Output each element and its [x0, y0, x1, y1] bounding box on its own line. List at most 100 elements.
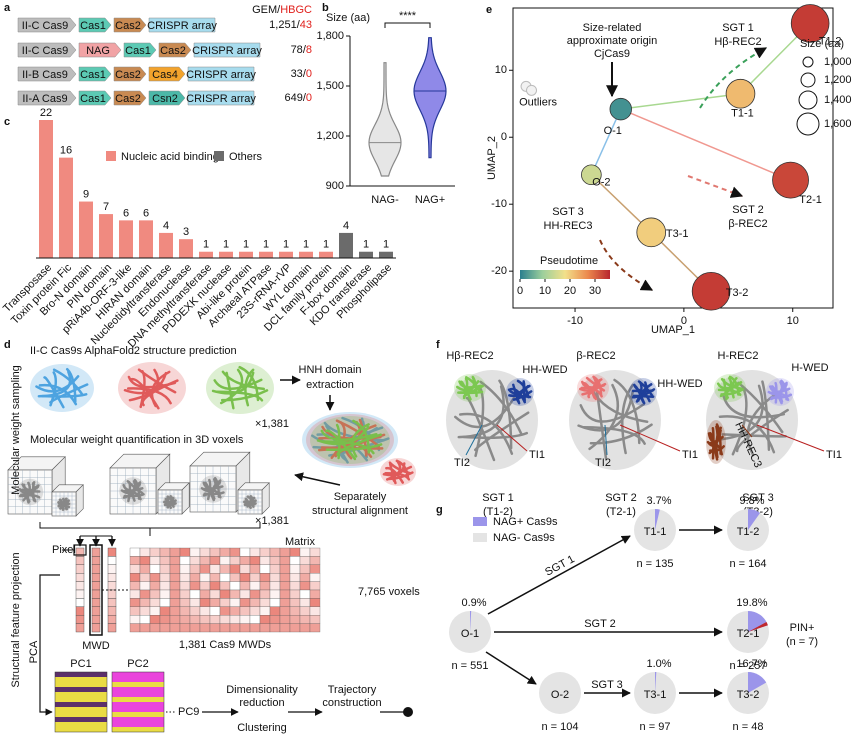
heatmap-cell: [259, 606, 271, 616]
size-legend-circle: [798, 90, 818, 110]
heatmap-cell: [309, 606, 321, 616]
heatmap-cell: [209, 564, 221, 574]
data-label: 1: [363, 239, 369, 251]
structure-ribbon: [621, 383, 635, 455]
step-title: II-C Cas9s AlphaFold2 structure predicti…: [30, 345, 237, 357]
structure-ribbon: [43, 376, 65, 409]
heatmap-cell: [169, 556, 181, 565]
gene-label: II-A Cas9: [22, 93, 67, 105]
heatmap-cell: [179, 598, 191, 607]
heatmap-cell: [279, 589, 291, 599]
bar: [119, 220, 133, 258]
heatmap-cell: [309, 623, 321, 633]
domain-label: Hβ-REC2: [446, 350, 493, 362]
gene-box: [17, 90, 77, 106]
heatmap-cell: [129, 547, 141, 557]
pie-slice: [748, 509, 761, 530]
domain-pointer: [741, 424, 753, 438]
pca-label: PCA: [28, 640, 40, 663]
step-label: structural alignment: [312, 505, 408, 517]
data-label: 1: [263, 239, 269, 251]
heatmap-cell: [299, 623, 311, 633]
heatmap-cell: [249, 547, 261, 557]
trajectory-end: [403, 707, 413, 717]
structure-ribbon: [592, 375, 603, 397]
heatmap-cell: [219, 581, 231, 591]
structure-ribbon: [18, 482, 35, 498]
gene-box: [113, 17, 147, 33]
vector-cell: [75, 573, 85, 582]
structure-ribbon: [325, 429, 357, 461]
structure-ribbon: [718, 415, 776, 454]
cluster-point: [790, 4, 830, 43]
heatmap-cell: [229, 623, 241, 633]
gene-box: [148, 90, 186, 106]
legend-label: NAG- Cas9s: [493, 532, 555, 544]
heatmap-cell: [269, 573, 281, 582]
data-label: 1: [383, 239, 389, 251]
bar: [179, 239, 193, 258]
highlight-label: (n = 7): [786, 636, 818, 648]
vector-cell: [91, 547, 101, 557]
pie-background: [539, 672, 581, 714]
voxel-count: 7,765 voxels: [358, 586, 420, 598]
side-label: Structural feature projection: [10, 552, 22, 687]
data-label: 4: [343, 220, 349, 232]
structure-ribbon: [57, 498, 68, 508]
domain-label: TI2: [595, 457, 611, 469]
cluster-label: T1-2: [819, 35, 842, 47]
heatmap-cell: [159, 598, 171, 607]
highlight-label: PIN+: [790, 622, 815, 634]
heatmap-cell: [159, 606, 171, 616]
heatmap-cell: [289, 581, 301, 591]
pc-stripe: [112, 682, 164, 687]
flow-arrow: [485, 651, 537, 685]
bar: [79, 201, 93, 258]
heatmap-cell: [179, 581, 191, 591]
pc-stripe: [55, 692, 107, 697]
structure-ribbon: [202, 478, 217, 497]
violin: [413, 37, 447, 159]
heatmap-cell: [279, 581, 291, 591]
vector-cell: [91, 589, 101, 599]
heatmap-cell: [309, 589, 321, 599]
heatmap-cell: [299, 589, 311, 599]
heatmap-cell: [249, 564, 261, 574]
heatmap-cell: [309, 564, 321, 574]
heatmap-cell: [269, 623, 281, 633]
pc-stripe: [55, 722, 107, 727]
cluster-point: [581, 164, 602, 186]
mwd-count: 1,381 Cas9 MWDs: [179, 639, 272, 651]
gene-label: Cas1: [80, 93, 106, 105]
pc-frame: [54, 671, 108, 733]
axis-title: UMAP_1: [651, 324, 695, 336]
heatmap-cell: [219, 547, 231, 557]
heatmap-cell: [139, 547, 151, 557]
annotation: approximate origin: [567, 35, 658, 47]
data-label: 16: [60, 145, 72, 157]
vector-cell: [107, 556, 117, 566]
heatmap-cell: [269, 556, 281, 565]
count-part: 1,251: [269, 19, 297, 31]
vector-cell: [107, 598, 117, 608]
count-part: /: [297, 19, 301, 31]
heatmap-cell: [239, 564, 251, 574]
heatmap-cell: [299, 615, 311, 624]
pc-stripe: [55, 687, 107, 692]
annotation: CjCas9: [594, 48, 630, 60]
bar: [259, 251, 273, 258]
pc-stripe: [112, 677, 164, 682]
domain-label: H-REC2: [718, 350, 759, 362]
heatmap-cell: [229, 556, 241, 565]
heatmap-cell: [209, 615, 221, 624]
heatmap-cell: [309, 581, 321, 591]
axis-title: Size (aa): [326, 12, 370, 24]
structure-ribbon: [633, 385, 646, 405]
legend-label: Nucleic acid binding: [121, 151, 219, 163]
heatmap-cell: [259, 564, 271, 574]
heatmap-cell: [289, 598, 301, 607]
heatmap-cell: [299, 581, 311, 591]
heatmap-cell: [219, 589, 231, 599]
gene-label: Cas1: [80, 69, 106, 81]
data-label: 1: [303, 239, 309, 251]
